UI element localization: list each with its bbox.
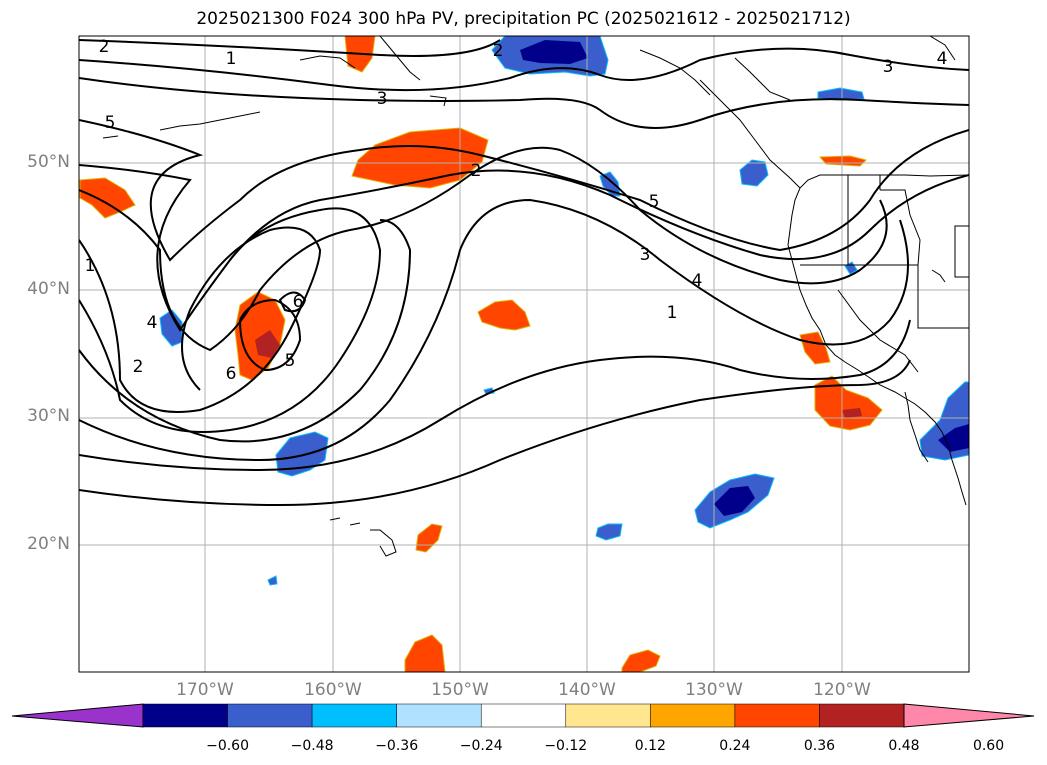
colorbar-tick-label: 0.36 xyxy=(803,738,836,754)
plot-title: 2025021300 F024 300 hPa PV, precipitatio… xyxy=(196,9,851,29)
colorbar-tick-label: −0.12 xyxy=(544,738,588,754)
lat-label: 50°N xyxy=(27,152,70,172)
colorbar-cell xyxy=(311,703,397,728)
colorbar-extend-left xyxy=(11,703,144,728)
colorbar-tick-label: −0.24 xyxy=(459,738,503,754)
colorbar-cell xyxy=(565,703,651,728)
precip-blob xyxy=(938,424,969,452)
colorbar-cell xyxy=(734,703,820,728)
contour-label: 3 xyxy=(640,245,651,265)
lon-label: 120°W xyxy=(813,680,871,700)
precip-blob xyxy=(477,299,531,331)
lat-label: 30°N xyxy=(27,406,70,426)
contour-labels: 2 1 3 3 4 5 2 5 3 4 1 1 4 2 6 5 6 2 xyxy=(85,37,948,384)
colorbar-cell xyxy=(650,703,736,728)
colorbar-tick-label: 0.12 xyxy=(634,738,666,754)
colorbar-cell xyxy=(819,703,905,728)
map-frame xyxy=(78,35,970,673)
precip-blob xyxy=(255,330,280,358)
precip-negative-areas xyxy=(159,36,969,586)
lon-label: 140°W xyxy=(558,680,616,700)
colorbar-tick-label: −0.36 xyxy=(375,738,419,754)
colorbar-extend-right xyxy=(903,703,1035,728)
lat-label: 40°N xyxy=(27,279,70,299)
contour-label: 5 xyxy=(285,351,296,371)
contour-label: 1 xyxy=(667,303,678,323)
precip-blob xyxy=(842,408,862,418)
contour-label: 6 xyxy=(293,292,304,312)
contour-label: 2 xyxy=(133,357,144,377)
lon-label: 130°W xyxy=(685,680,743,700)
lon-label: 150°W xyxy=(431,680,489,700)
precip-blob xyxy=(520,40,588,64)
lon-label: 160°W xyxy=(304,680,362,700)
colorbar xyxy=(11,703,1035,728)
precip-blob xyxy=(817,87,865,101)
contour-label: 5 xyxy=(105,113,116,133)
precip-blob xyxy=(621,649,661,672)
colorbar-cell xyxy=(142,703,228,728)
map-area: 2 1 3 3 4 5 2 5 3 4 1 1 4 2 6 5 6 2 xyxy=(79,36,969,672)
precip-blob xyxy=(267,575,278,586)
contour-label: 4 xyxy=(692,271,703,291)
contour-label: 3 xyxy=(883,57,894,77)
contour-label: 3 xyxy=(377,89,388,109)
precip-blob xyxy=(714,486,755,516)
precip-blob xyxy=(79,177,136,219)
coastlines xyxy=(102,36,969,557)
precip-positive-areas xyxy=(79,36,883,672)
contour-label: 4 xyxy=(937,49,948,69)
colorbar-tick-label: 0.48 xyxy=(888,738,920,754)
colorbar-tick-label: −0.48 xyxy=(290,738,334,754)
contour-label: 2 xyxy=(99,37,110,57)
precip-blob xyxy=(404,634,446,672)
contour-label: 4 xyxy=(147,313,158,333)
contour-label: 5 xyxy=(649,192,660,212)
colorbar-cell xyxy=(480,703,567,728)
precip-blob xyxy=(799,331,831,365)
precip-blob xyxy=(415,523,443,553)
lat-label: 20°N xyxy=(27,534,70,554)
precip-blob xyxy=(599,171,621,197)
contour-label: 6 xyxy=(226,364,237,384)
precip-blob xyxy=(739,159,769,187)
precip-blob xyxy=(351,127,489,189)
lon-label: 170°W xyxy=(176,680,234,700)
colorbar-cell xyxy=(396,703,482,728)
colorbar-tick-label: −0.60 xyxy=(206,738,249,754)
pv-contours xyxy=(79,39,969,507)
precip-blob xyxy=(595,523,623,541)
contour-label: 2 xyxy=(471,161,482,181)
precip-blob xyxy=(818,155,867,167)
contour-label: 1 xyxy=(85,256,96,276)
colorbar-tick-label: 0.24 xyxy=(719,738,751,754)
colorbar-tick-label: 0.60 xyxy=(972,738,1005,754)
colorbar-cell xyxy=(227,703,313,728)
graticule xyxy=(79,36,969,672)
contour-label: 2 xyxy=(493,41,504,61)
contour-label: 1 xyxy=(226,49,237,69)
